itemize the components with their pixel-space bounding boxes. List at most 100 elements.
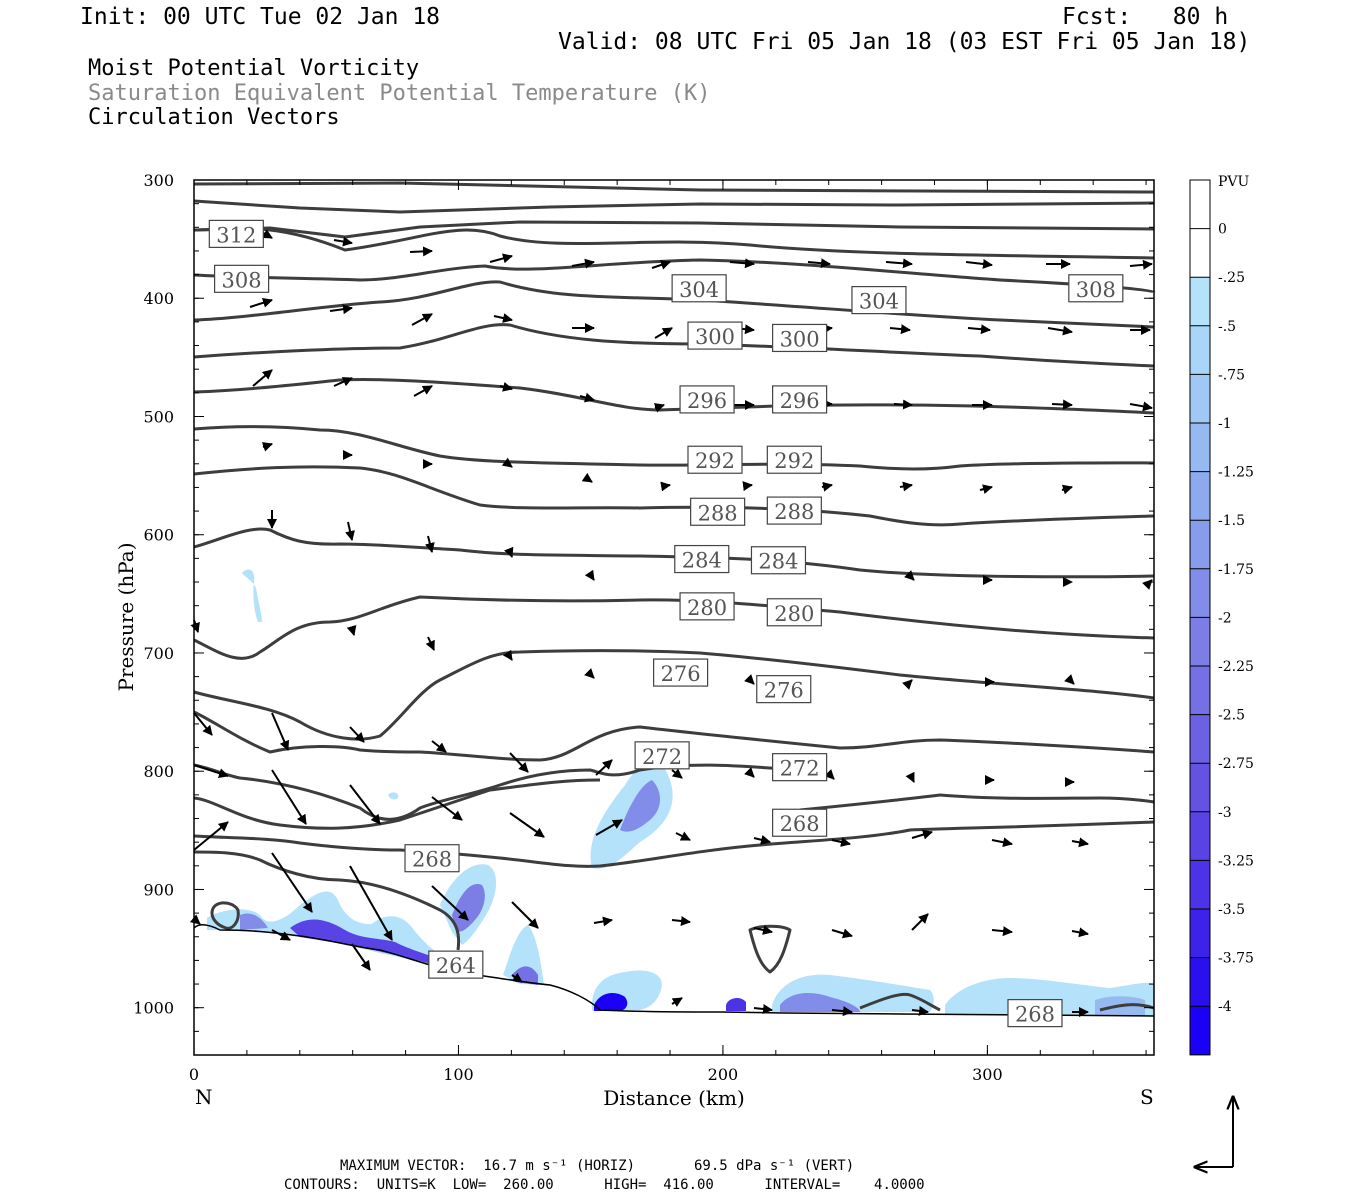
plot-frame xyxy=(193,179,1155,1056)
legend-vectors: Circulation Vectors xyxy=(88,105,340,130)
vector-arrow xyxy=(349,726,365,743)
colorbar-cell xyxy=(1190,228,1210,278)
y-axis-label: Pressure (hPa) xyxy=(114,543,138,692)
contour-label: 308 xyxy=(1068,274,1124,303)
y-tick-label: 600 xyxy=(143,526,174,545)
vector-arrow xyxy=(831,928,853,939)
contour-label: 292 xyxy=(687,445,743,474)
pv-blob-surface-east-3-core xyxy=(780,993,860,1012)
axis-tick-labels: 0 100 200 300 300 400 500 600 700 800 900 1000 xyxy=(133,171,1002,1084)
contour-label-text: 276 xyxy=(764,679,804,703)
vector-arrow xyxy=(671,916,691,926)
vector-arrow xyxy=(271,929,291,941)
vector-arrow xyxy=(911,913,929,931)
vector-arrow xyxy=(831,837,851,847)
vector-arrow xyxy=(431,796,463,821)
vector-arrow xyxy=(831,1006,853,1017)
valid-time: Valid: 08 UTC Fri 05 Jan 18 (03 EST Fri … xyxy=(558,29,1251,55)
vector-arrow xyxy=(911,829,933,840)
axis-ticks xyxy=(193,179,1154,1056)
colorbar-label: -2.25 xyxy=(1218,659,1254,675)
contour-label-text: 272 xyxy=(642,745,682,769)
vector-arrow xyxy=(431,740,447,753)
vector-arrow xyxy=(965,259,993,269)
contour-label-text: 300 xyxy=(695,325,735,349)
vector-arrow xyxy=(511,901,539,929)
pv-blob-low-level-plume-core xyxy=(620,780,660,832)
contour-label-text: 284 xyxy=(682,549,722,573)
colorbar-cell xyxy=(1190,520,1210,570)
vector-arrow xyxy=(271,712,290,751)
contour-label: 296 xyxy=(679,385,735,414)
contour-label: 280 xyxy=(679,592,735,621)
vector-arrow xyxy=(753,834,771,845)
vector-arrow xyxy=(189,914,201,925)
vector-arrow xyxy=(893,399,913,410)
vector-arrow xyxy=(501,457,513,468)
vector-arrow xyxy=(905,771,915,783)
contour-label-text: 276 xyxy=(661,662,701,686)
colorbar-label: -1 xyxy=(1218,416,1232,432)
colorbar-cell xyxy=(1190,1006,1210,1056)
vector-arrow xyxy=(333,377,353,387)
contour-label-text: 312 xyxy=(216,223,256,247)
vector-arrow xyxy=(744,767,755,778)
contour-label: 288 xyxy=(766,496,822,525)
colorbar-cell xyxy=(1190,617,1210,667)
contour-labels: 312 308 304 304 308 300 300 296 296 292 292 288 288 2… xyxy=(208,219,1124,1028)
contour-label-text: 308 xyxy=(1076,278,1116,302)
vector-arrow xyxy=(744,674,755,685)
contour-label-text: 284 xyxy=(758,550,798,574)
colorbar-label: -2 xyxy=(1218,610,1232,626)
colorbar-label: 0 xyxy=(1218,222,1227,238)
max-vector-info: MAXIMUM VECTOR: 16.7 m s⁻¹ (HORIZ) 69.5 … xyxy=(340,1158,855,1174)
contour-label-text: 292 xyxy=(695,449,735,473)
vector-arrow xyxy=(1051,399,1073,410)
contour-label: 296 xyxy=(772,385,828,414)
contour-label: 292 xyxy=(766,445,822,474)
vector-arrow xyxy=(249,297,273,308)
colorbar-label: -4 xyxy=(1218,999,1232,1015)
contour-label-text: 292 xyxy=(774,449,814,473)
contour-label-text: 300 xyxy=(780,327,820,351)
colorbar-label: -1.5 xyxy=(1218,513,1245,529)
contour-label: 304 xyxy=(671,274,727,303)
colorbar-cell xyxy=(1190,423,1210,473)
vector-arrow xyxy=(651,260,671,270)
vector-arrow xyxy=(967,324,991,335)
vector-arrow xyxy=(654,327,673,339)
vector-arrow xyxy=(675,831,691,841)
vector-arrow xyxy=(653,403,665,413)
y-tick-label: 300 xyxy=(143,171,174,190)
contour-label-text: 280 xyxy=(687,596,727,620)
pv-blob-surface-mid xyxy=(240,913,268,930)
contour-label-text: 288 xyxy=(698,501,738,525)
vector-arrow xyxy=(979,484,993,495)
contour-label: 264 xyxy=(428,950,484,979)
colorbar-label: -2.5 xyxy=(1218,708,1245,724)
vector-arrow xyxy=(991,837,1013,848)
contour-info: CONTOURS: UNITS=K LOW= 260.00 HIGH= 416.… xyxy=(284,1177,925,1193)
vector-arrow xyxy=(579,392,595,403)
vector-arrow xyxy=(902,679,913,690)
colorbar-cell xyxy=(1190,763,1210,813)
contour-label: 304 xyxy=(851,286,907,315)
vector-arrow xyxy=(911,1005,929,1016)
vector-arrow xyxy=(1064,674,1075,685)
vector-arrow xyxy=(431,885,469,921)
contour-label: 284 xyxy=(674,544,730,574)
pv-blob-upper-small xyxy=(242,569,262,622)
pv-shading xyxy=(207,569,1154,1016)
vector-arrow xyxy=(671,768,683,779)
colorbar-cell xyxy=(1190,860,1210,910)
contour-label-text: 264 xyxy=(436,954,476,978)
theta-contours xyxy=(193,181,1156,1012)
vector-arrow xyxy=(729,258,755,269)
vector-arrow xyxy=(349,865,393,941)
vector-arrow xyxy=(499,381,513,392)
colorbar-cell xyxy=(1190,325,1210,375)
contour-label: 312 xyxy=(208,219,264,248)
vector-arrow xyxy=(581,472,593,483)
vector-arrow xyxy=(671,997,683,1007)
